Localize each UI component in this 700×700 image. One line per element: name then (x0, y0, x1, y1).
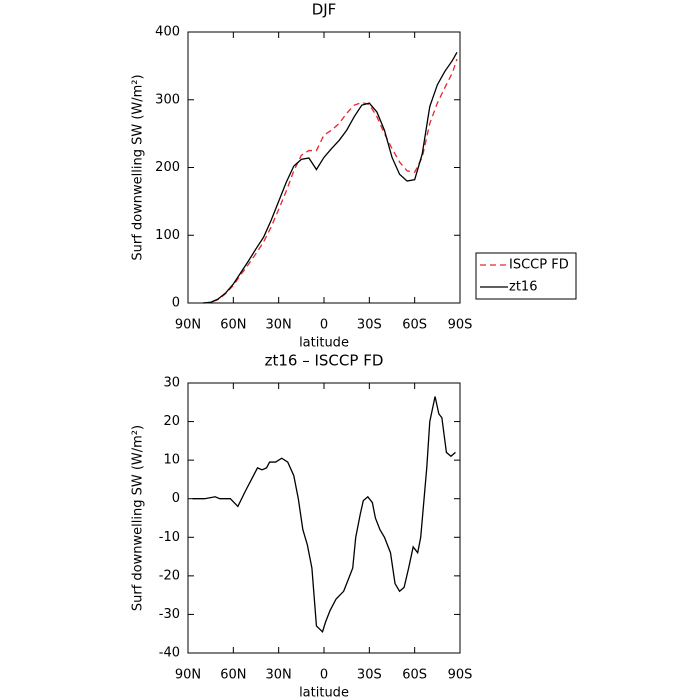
y-tick-label: 10 (163, 453, 180, 468)
x-tick-label: 30N (266, 318, 292, 333)
series-line (203, 52, 458, 304)
legend-box (475, 252, 577, 300)
y-tick-label: -20 (159, 568, 180, 583)
x-axis-label: latitude (299, 686, 349, 700)
x-axis-label: latitude (299, 336, 349, 351)
x-tick-label: 60N (220, 668, 246, 683)
difference-line (192, 396, 456, 633)
x-tick-label: 60N (220, 318, 246, 333)
x-tick-label: 30N (266, 668, 292, 683)
legend-label: ISCCP FD (509, 258, 569, 273)
x-tick-label: 30S (357, 318, 382, 333)
y-tick-label: 0 (172, 491, 180, 506)
plot-frame (187, 31, 461, 304)
y-tick-label: 30 (163, 376, 180, 391)
y-axis-label: Surf downwelling SW (W/m²) (131, 425, 146, 611)
x-tick-label: 90S (448, 318, 473, 333)
x-tick-label: 60S (402, 668, 427, 683)
x-tick-label: 0 (320, 668, 328, 683)
y-tick-label: 200 (155, 160, 180, 175)
x-tick-label: 0 (320, 318, 328, 333)
y-tick-label: -40 (159, 646, 180, 661)
y-axis-label: Surf downwelling SW (W/m²) (131, 74, 146, 260)
y-tick-label: -10 (159, 530, 180, 545)
y-tick-label: 100 (155, 228, 180, 243)
y-tick-label: 400 (155, 25, 180, 40)
y-tick-label: 20 (163, 414, 180, 429)
x-tick-label: 90S (448, 668, 473, 683)
series-line (203, 58, 458, 304)
x-tick-label: 30S (357, 668, 382, 683)
y-tick-label: 300 (155, 92, 180, 107)
y-tick-label: -30 (159, 607, 180, 622)
x-tick-label: 90N (175, 318, 201, 333)
chart-title: DJF (312, 1, 337, 19)
chart-title: zt16 – ISCCP FD (265, 352, 384, 370)
plot-frame (187, 382, 461, 654)
legend-label: zt16 (509, 280, 537, 295)
y-tick-label: 0 (172, 296, 180, 311)
x-tick-label: 90N (175, 668, 201, 683)
x-tick-label: 60S (402, 318, 427, 333)
